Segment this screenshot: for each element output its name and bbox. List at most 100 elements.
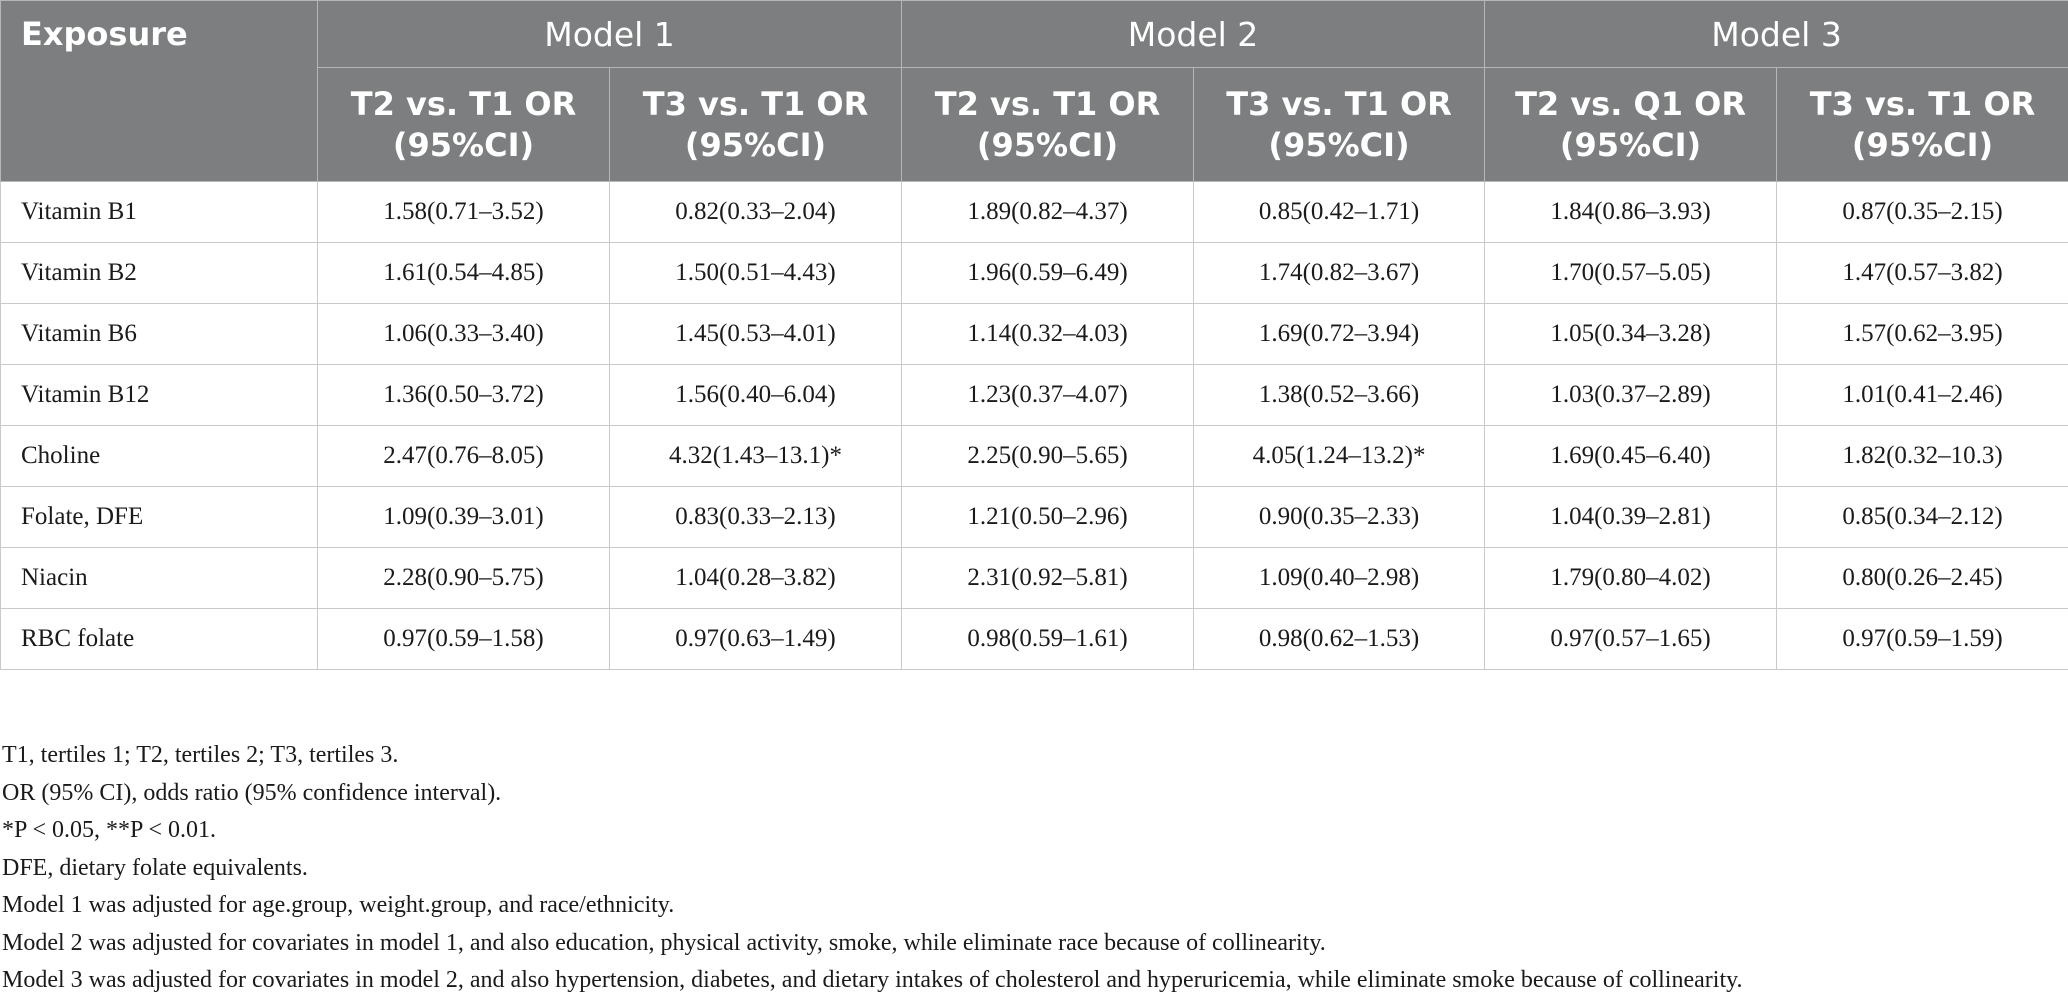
table-cell: 1.69(0.45–6.40) — [1484, 425, 1778, 487]
table-row: Vitamin B1 1.58(0.71–3.52) 0.82(0.33–2.0… — [0, 181, 2068, 243]
table-cell: 1.21(0.50–2.96) — [901, 486, 1195, 548]
subheader-line-2: (95%CI) — [392, 125, 535, 164]
exposure-column-header: Exposure — [0, 0, 318, 182]
table-cell: 0.85(0.42–1.71) — [1193, 181, 1486, 243]
exposure-name: Niacin — [0, 547, 318, 609]
table-cell: 0.82(0.33–2.04) — [608, 181, 903, 243]
subheader-model3-t2: T2 vs. Q1 OR (95%CI) — [1484, 67, 1778, 182]
table-cell: 1.01(0.41–2.46) — [1776, 364, 2068, 426]
footnote-model-3: Model 3 was adjusted for covariates in m… — [2, 967, 1743, 993]
table-cell: 1.79(0.80–4.02) — [1484, 547, 1778, 609]
model-3-header: Model 3 — [1484, 0, 2068, 68]
table-cell: 1.57(0.62–3.95) — [1776, 303, 2068, 365]
odds-ratio-table: Exposure Model 1 Model 2 Model 3 T2 vs. … — [0, 0, 2068, 670]
subheader-model2-t2: T2 vs. T1 OR (95%CI) — [901, 67, 1195, 182]
table-cell: 1.36(0.50–3.72) — [317, 364, 610, 426]
footnote-abbreviations-tertiles: T1, tertiles 1; T2, tertiles 2; T3, tert… — [2, 742, 399, 768]
exposure-name: Folate, DFE — [0, 486, 318, 548]
subheader-line-2: (95%CI) — [1268, 125, 1410, 164]
subheader-line-1: T3 vs. T1 OR — [1809, 84, 2036, 123]
subheader-model3-t3: T3 vs. T1 OR (95%CI) — [1776, 67, 2068, 182]
subheader-line-2: (95%CI) — [1559, 125, 1702, 164]
table-row: Niacin 2.28(0.90–5.75) 1.04(0.28–3.82) 2… — [0, 547, 2068, 609]
header-row-models: Exposure Model 1 Model 2 Model 3 — [0, 0, 2068, 182]
table-cell: 0.98(0.59–1.61) — [901, 608, 1195, 670]
footnote-abbreviation-or: OR (95% CI), odds ratio (95% confidence … — [2, 779, 502, 806]
header-row-comparisons: T2 vs. T1 OR (95%CI) T3 vs. T1 OR (95%CI) … — [1, 67, 2068, 182]
exposure-name: Vitamin B6 — [0, 303, 318, 365]
table-cell: 1.04(0.28–3.82) — [608, 547, 903, 609]
table-row: Vitamin B2 1.61(0.54–4.85) 1.50(0.51–4.4… — [0, 242, 2068, 304]
table-cell: 1.03(0.37–2.89) — [1484, 364, 1778, 426]
table-row: Vitamin B6 1.06(0.33–3.40) 1.45(0.53–4.0… — [0, 303, 2068, 365]
subheader-line-2: (95%CI) — [1851, 125, 1994, 164]
table-cell: 0.90(0.35–2.33) — [1193, 486, 1486, 548]
footnote-significance: *P < 0.05, **P < 0.01. — [2, 817, 216, 843]
table-cell: 1.05(0.34–3.28) — [1484, 303, 1778, 365]
table-cell: 1.06(0.33–3.40) — [317, 303, 610, 365]
subheader-line-1: T3 vs. T1 OR — [642, 84, 869, 123]
table-cell: 1.70(0.57–5.05) — [1484, 242, 1778, 304]
table-cell: 1.23(0.37–4.07) — [901, 364, 1195, 426]
subheader-line-1: T2 vs. Q1 OR — [1515, 84, 1746, 123]
table-cell: 0.97(0.57–1.65) — [1484, 608, 1778, 670]
exposure-name: Vitamin B2 — [0, 242, 318, 304]
table-cell: 1.82(0.32–10.3) — [1776, 425, 2068, 487]
table-cell: 1.38(0.52–3.66) — [1193, 364, 1486, 426]
table-cell: 0.80(0.26–2.45) — [1776, 547, 2068, 609]
subheader-line-2: (95%CI) — [684, 125, 827, 164]
subheader-line-1: T2 vs. T1 OR — [934, 84, 1161, 123]
table-cell: 2.25(0.90–5.65) — [901, 425, 1195, 487]
table-cell: 1.58(0.71–3.52) — [317, 181, 610, 243]
subheader-model1-t3: T3 vs. T1 OR (95%CI) — [608, 67, 903, 182]
table-cell: 1.09(0.40–2.98) — [1193, 547, 1486, 609]
table-header: Exposure Model 1 Model 2 Model 3 T2 vs. … — [0, 0, 2068, 182]
table-cell: 1.89(0.82–4.37) — [901, 181, 1195, 243]
table-cell: 1.56(0.40–6.04) — [608, 364, 903, 426]
table-row: Folate, DFE 1.09(0.39–3.01) 0.83(0.33–2.… — [0, 486, 2068, 548]
table-cell: 2.28(0.90–5.75) — [317, 547, 610, 609]
exposure-name: Vitamin B12 — [0, 364, 318, 426]
subheader-line-1: T2 vs. T1 OR — [350, 84, 577, 123]
table-cell: 0.97(0.59–1.58) — [317, 608, 610, 670]
table-cell: 0.85(0.34–2.12) — [1776, 486, 2068, 548]
table-cell: 1.69(0.72–3.94) — [1193, 303, 1486, 365]
table-row: Vitamin B12 1.36(0.50–3.72) 1.56(0.40–6.… — [0, 364, 2068, 426]
model-1-header: Model 1 — [316, 0, 903, 68]
table-row: Choline 2.47(0.76–8.05) 4.32(1.43–13.1)*… — [0, 425, 2068, 487]
table-row: RBC folate 0.97(0.59–1.58) 0.97(0.63–1.4… — [0, 608, 2068, 670]
table-cell: 0.83(0.33–2.13) — [608, 486, 903, 548]
table-cell: 1.47(0.57–3.82) — [1776, 242, 2068, 304]
exposure-name: Vitamin B1 — [0, 181, 318, 243]
table-cell: 2.47(0.76–8.05) — [317, 425, 610, 487]
table-cell: 1.96(0.59–6.49) — [901, 242, 1195, 304]
table-cell: 1.09(0.39–3.01) — [317, 486, 610, 548]
table-cell: 0.98(0.62–1.53) — [1193, 608, 1486, 670]
table-cell: 4.05(1.24–13.2)* — [1193, 425, 1486, 487]
subheader-model2-t3: T3 vs. T1 OR (95%CI) — [1193, 67, 1486, 182]
exposure-name: Choline — [0, 425, 318, 487]
table-cell: 0.87(0.35–2.15) — [1776, 181, 2068, 243]
table-cell: 1.14(0.32–4.03) — [901, 303, 1195, 365]
table-cell: 0.97(0.63–1.49) — [608, 608, 903, 670]
table-cell: 1.04(0.39–2.81) — [1484, 486, 1778, 548]
subheader-model1-t2: T2 vs. T1 OR (95%CI) — [317, 67, 610, 182]
footnote-model-1: Model 1 was adjusted for age.group, weig… — [2, 892, 675, 918]
table-cell: 1.74(0.82–3.67) — [1193, 242, 1486, 304]
table-cell: 1.84(0.86–3.93) — [1484, 181, 1778, 243]
subheader-line-1: T3 vs. T1 OR — [1226, 84, 1452, 123]
footnote-model-2: Model 2 was adjusted for covariates in m… — [2, 929, 1326, 956]
table-cell: 1.45(0.53–4.01) — [608, 303, 903, 365]
table-cell: 1.50(0.51–4.43) — [608, 242, 903, 304]
table-body: Vitamin B1 1.58(0.71–3.52) 0.82(0.33–2.0… — [0, 181, 2068, 670]
subheader-line-2: (95%CI) — [976, 125, 1119, 164]
table-cell: 1.61(0.54–4.85) — [317, 242, 610, 304]
model-2-header: Model 2 — [901, 0, 1486, 68]
table-cell: 0.97(0.59–1.59) — [1776, 608, 2068, 670]
table-cell: 4.32(1.43–13.1)* — [608, 425, 903, 487]
table-cell: 2.31(0.92–5.81) — [901, 547, 1195, 609]
exposure-name: RBC folate — [0, 608, 318, 670]
table-footnotes: T1, tertiles 1; T2, tertiles 2; T3, tert… — [2, 737, 1743, 1000]
footnote-abbreviation-dfe: DFE, dietary folate equivalents. — [2, 854, 308, 881]
